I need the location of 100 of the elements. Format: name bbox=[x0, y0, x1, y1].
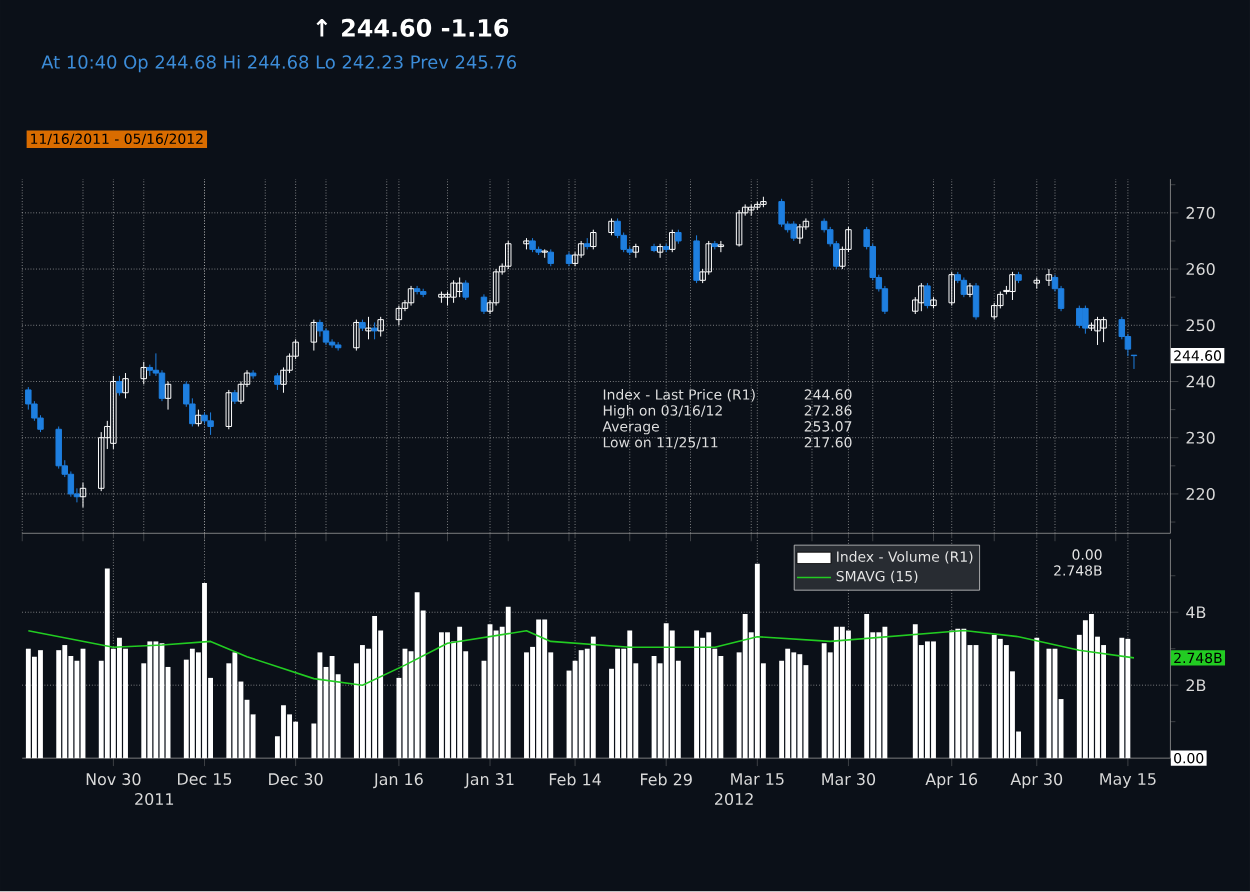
bar bbox=[839, 627, 845, 759]
bar bbox=[833, 627, 839, 759]
candlestick bbox=[110, 375, 117, 450]
candlestick bbox=[717, 240, 725, 253]
candlestick bbox=[505, 240, 512, 270]
bar bbox=[104, 568, 110, 759]
bar bbox=[414, 592, 420, 759]
candlestick bbox=[918, 282, 925, 312]
bar bbox=[1034, 638, 1040, 759]
candlestick bbox=[450, 280, 457, 304]
bar bbox=[1089, 614, 1094, 759]
bar bbox=[38, 650, 43, 759]
candlestick bbox=[1094, 316, 1101, 346]
candlestick bbox=[693, 235, 700, 284]
candlestick bbox=[116, 375, 123, 397]
bar bbox=[961, 628, 967, 759]
bar bbox=[202, 583, 207, 759]
bar bbox=[949, 630, 955, 759]
bar bbox=[117, 638, 122, 759]
candlestick bbox=[1045, 268, 1053, 287]
candlestick bbox=[480, 294, 488, 315]
candlestick bbox=[462, 280, 469, 301]
bar bbox=[293, 721, 299, 759]
candlestick bbox=[353, 319, 360, 352]
bar bbox=[882, 627, 888, 759]
candlestick bbox=[1009, 271, 1016, 301]
candlestick bbox=[122, 372, 129, 400]
candlestick bbox=[334, 341, 342, 352]
bar bbox=[536, 619, 542, 759]
bar bbox=[912, 624, 918, 759]
bar bbox=[542, 619, 548, 759]
bar bbox=[56, 650, 62, 759]
bar bbox=[1003, 645, 1009, 759]
bar bbox=[372, 616, 378, 759]
bar bbox=[663, 623, 669, 759]
candlestick bbox=[960, 277, 968, 298]
bar bbox=[876, 632, 882, 759]
bar bbox=[147, 641, 153, 759]
bar bbox=[232, 652, 238, 759]
candlestick bbox=[225, 389, 233, 431]
bar bbox=[590, 636, 596, 759]
bar bbox=[505, 607, 511, 759]
candlestick bbox=[140, 361, 147, 386]
bar bbox=[281, 705, 286, 759]
bar bbox=[955, 628, 961, 759]
candlestick bbox=[948, 271, 955, 307]
bar bbox=[439, 632, 444, 759]
bar bbox=[578, 650, 584, 759]
candlestick bbox=[1100, 316, 1107, 343]
candlestick bbox=[778, 198, 785, 228]
candlestick bbox=[407, 285, 415, 307]
candlestick bbox=[456, 277, 463, 298]
bar bbox=[189, 648, 195, 759]
bar bbox=[1119, 638, 1125, 759]
bar bbox=[821, 643, 827, 759]
bar bbox=[669, 630, 675, 759]
candlestick bbox=[1076, 305, 1083, 329]
bar bbox=[797, 654, 803, 759]
candlestick bbox=[1082, 305, 1089, 335]
bar bbox=[694, 630, 699, 759]
candlestick bbox=[972, 282, 980, 321]
bar bbox=[317, 652, 323, 759]
bar bbox=[1101, 645, 1107, 759]
bar bbox=[62, 645, 68, 759]
bar bbox=[615, 648, 621, 759]
candlestick bbox=[207, 412, 214, 436]
candlestick bbox=[310, 319, 318, 352]
bar bbox=[627, 630, 633, 759]
candlestick bbox=[79, 482, 87, 509]
candlestick bbox=[492, 268, 500, 307]
bar bbox=[457, 627, 463, 759]
candlestick bbox=[377, 316, 384, 338]
bar bbox=[925, 641, 930, 759]
bar bbox=[1125, 639, 1131, 759]
bar bbox=[360, 645, 365, 759]
bar bbox=[754, 563, 760, 759]
candlestick bbox=[164, 381, 172, 411]
chart-title: ↑ 244.60 -1.16 bbox=[316, 19, 509, 38]
bar bbox=[706, 632, 712, 759]
candlestick bbox=[395, 305, 403, 327]
bar bbox=[31, 656, 37, 759]
bar bbox=[329, 656, 335, 759]
bar bbox=[25, 648, 31, 759]
bar bbox=[153, 641, 159, 759]
candlestick bbox=[413, 285, 421, 296]
bar bbox=[791, 652, 797, 759]
candlestick bbox=[590, 229, 597, 251]
candlestick bbox=[796, 223, 804, 245]
line-series bbox=[27, 629, 1135, 687]
bar bbox=[991, 635, 997, 759]
candlestick bbox=[55, 426, 62, 470]
candlestick bbox=[735, 209, 743, 248]
candlestick bbox=[656, 243, 664, 259]
bar bbox=[785, 648, 791, 759]
bar bbox=[997, 639, 1003, 759]
bar bbox=[931, 641, 936, 759]
bar bbox=[493, 630, 499, 759]
bar bbox=[742, 614, 748, 759]
candlestick bbox=[966, 282, 974, 298]
bar bbox=[864, 614, 870, 759]
